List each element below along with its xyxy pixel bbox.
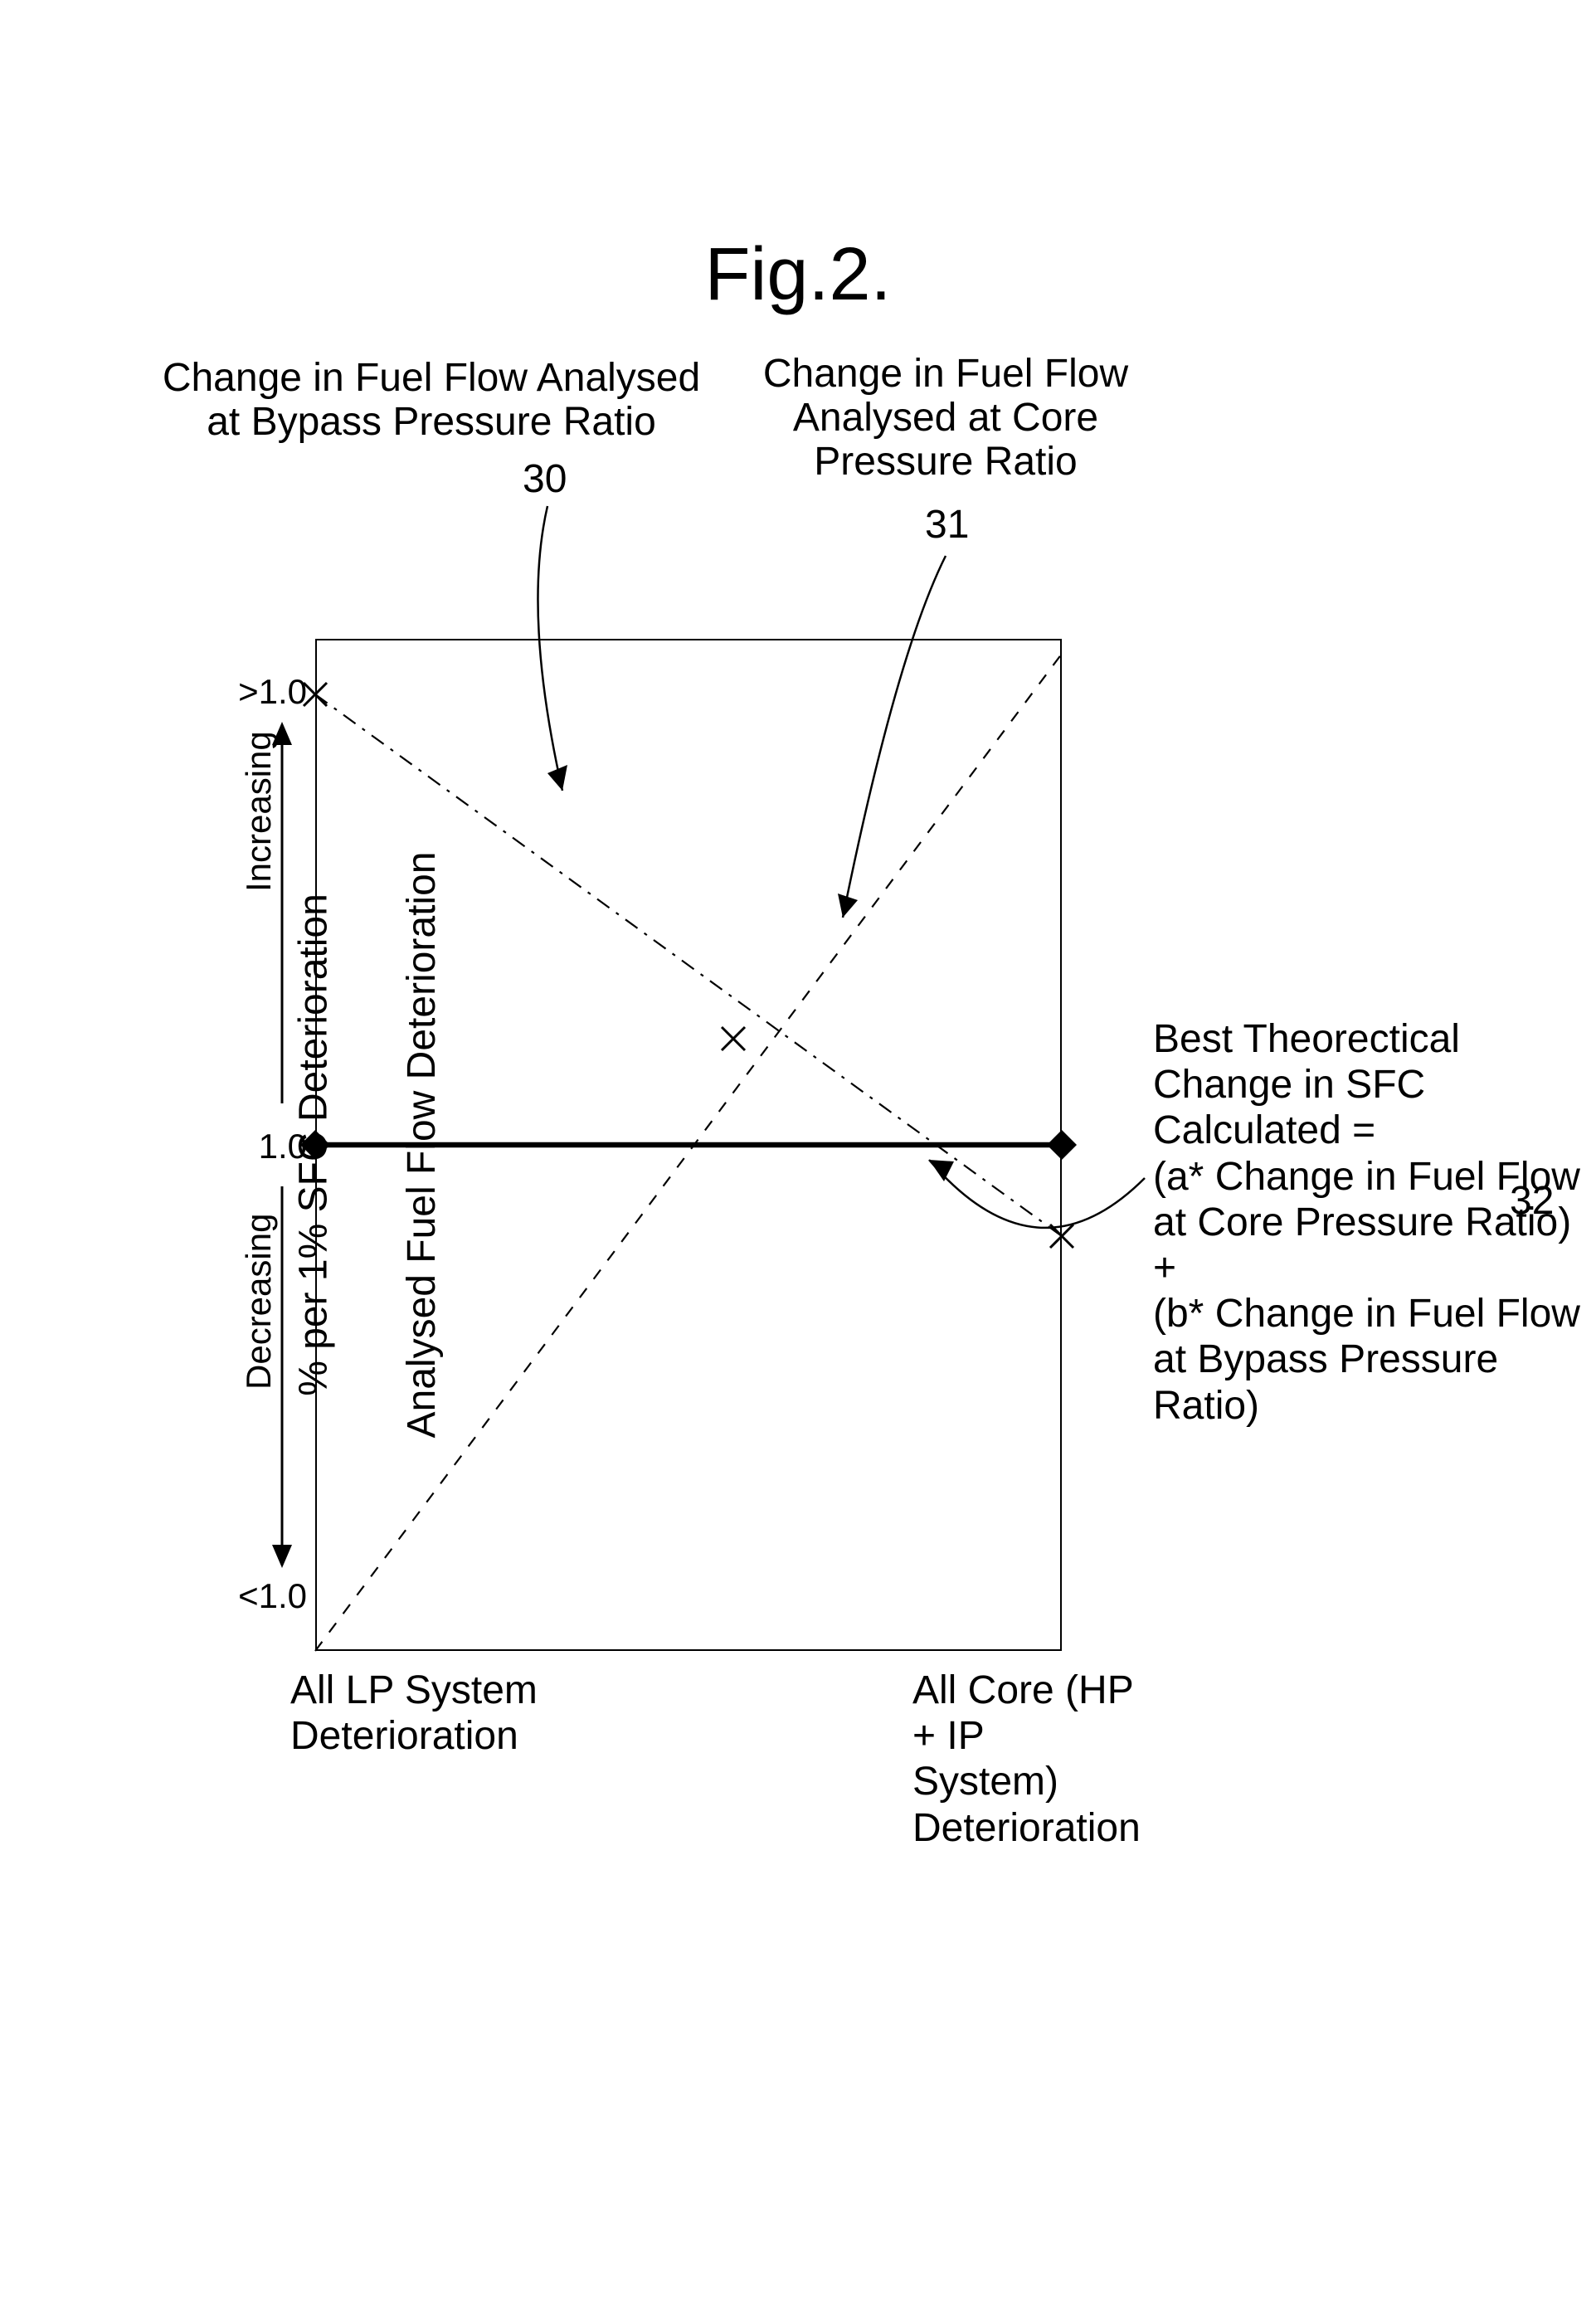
series-sfc-label-1: Best Theorectical Change in SFC Calculat… (1153, 1017, 1460, 1152)
series-bypass-label-1: Change in Fuel Flow Analysed (163, 356, 700, 400)
y-decreasing-label: Decreasing (239, 1214, 279, 1390)
y-axis-label-2: % per 1% SFC Deterioration (290, 893, 336, 1396)
y-tick-bottom: <1.0 (224, 1576, 307, 1616)
series-core-label-3: Pressure Ratio (814, 440, 1077, 484)
x-right-label-1: All Core (HP + IP System) (912, 1668, 1133, 1804)
chart-area: >1.0 1.0 <1.0 Increasing Decreasing Anal… (315, 639, 1062, 1651)
ref-30: 30 (523, 456, 567, 502)
ref-32: 32 (1510, 1178, 1554, 1224)
y-increasing-label: Increasing (239, 731, 279, 892)
series-core-label-1: Change in Fuel Flow (763, 352, 1128, 396)
series-core-label: Change in Fuel Flow Analysed at Core Pre… (747, 353, 1145, 484)
series-core-label-2: Analysed at Core (793, 396, 1098, 440)
series-bypass-label-2: at Bypass Pressure Ratio (207, 400, 656, 444)
x-left-label-2: Deterioration (290, 1714, 518, 1758)
figure-title: Fig.2. (704, 232, 891, 318)
x-left-label: All LP System Deterioration (290, 1668, 538, 1759)
y-axis-label-1: Analysed Fuel Flow Deterioration (399, 852, 445, 1439)
x-left-label-1: All LP System (290, 1668, 538, 1712)
x-right-label-2: Deterioration (912, 1806, 1141, 1850)
ref-31: 31 (925, 502, 969, 548)
y-tick-top: >1.0 (224, 672, 307, 712)
x-right-label: All Core (HP + IP System) Deterioration (912, 1668, 1141, 1851)
series-sfc-label-3: (b* Change in Fuel Flow at Bypass Pressu… (1153, 1292, 1580, 1427)
series-bypass-label: Change in Fuel Flow Analysed at Bypass P… (149, 357, 713, 445)
